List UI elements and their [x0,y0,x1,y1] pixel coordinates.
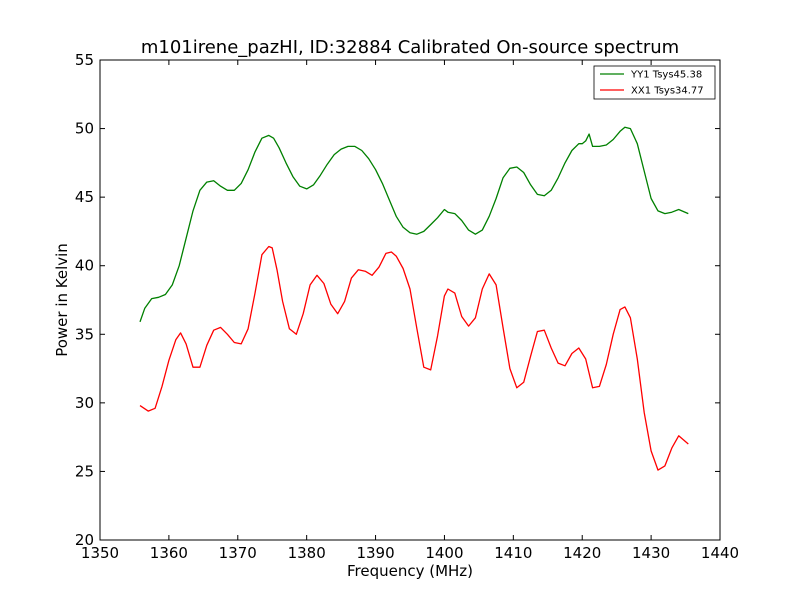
series-line-xx1 [139,245,689,471]
x-tick-label: 1360 [150,544,188,562]
x-tick-label: 1370 [219,544,257,562]
legend-label-yy1: YY1 Tsys45.38 [630,70,702,81]
x-tick-label: 1440 [701,544,739,562]
y-tick-label: 40 [75,257,94,275]
y-tick-label: 45 [75,188,94,206]
series-layer [139,126,689,471]
series-line-yy1 [139,126,689,323]
x-tick-label: 1420 [563,544,601,562]
y-tick-label: 35 [75,325,94,343]
plot-area [100,60,720,540]
y-axis-label: Power in Kelvin [53,243,71,357]
y-axis: 20 25 30 35 40 45 50 55 [75,51,720,549]
y-tick-label: 25 [75,462,94,480]
x-tick-label: 1430 [632,544,670,562]
y-tick-label: 50 [75,120,94,138]
plot-frame [99,59,721,541]
x-tick-label: 1350 [81,544,119,562]
y-tick-label: 20 [75,531,94,549]
x-tick-label: 1400 [425,544,463,562]
y-tick-label: 55 [75,51,94,69]
x-axis: 1350 1360 1370 1380 1390 1400 1410 1420 1430 1440 [81,60,739,562]
y-tick-label: 30 [75,394,94,412]
legend-label-xx1: XX1 Tsys34.77 [631,86,704,97]
legend: YY1 Tsys45.38 XX1 Tsys34.77 [593,65,716,100]
x-tick-label: 1390 [356,544,394,562]
chart-title: m101irene_pazHI, ID:32884 Calibrated On-… [141,37,679,58]
x-tick-label: 1380 [288,544,326,562]
legend-box [593,65,716,100]
x-tick-label: 1410 [494,544,532,562]
x-axis-label: Frequency (MHz) [347,562,473,580]
